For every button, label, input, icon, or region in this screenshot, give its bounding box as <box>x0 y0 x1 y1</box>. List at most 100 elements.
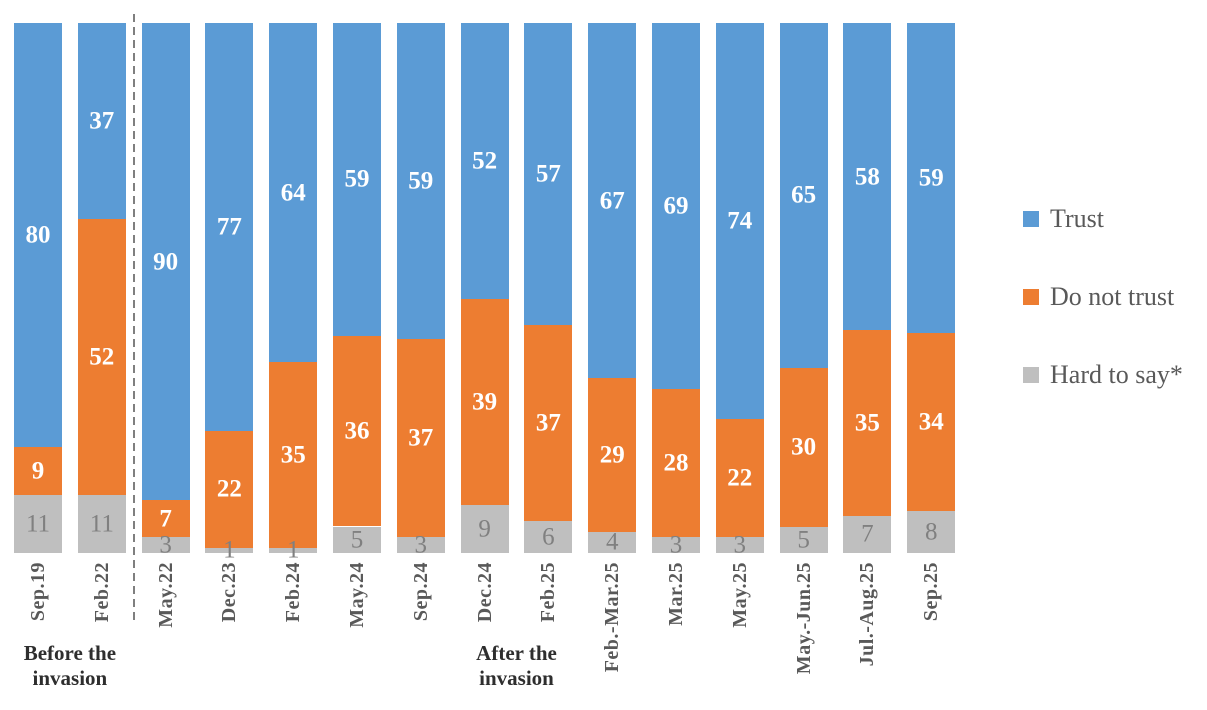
bar-segment <box>14 23 62 447</box>
bar-value-label: 30 <box>791 433 817 461</box>
bar-segment <box>843 515 892 553</box>
bar-value-label: 3 <box>669 531 683 559</box>
bar-value-label: 6 <box>542 523 555 551</box>
legend-swatch-hard-to-say-icon <box>1023 367 1039 383</box>
x-tick-label: May.25 <box>728 562 751 628</box>
bar-segment <box>396 23 445 339</box>
bar-segment <box>205 23 254 432</box>
bar-segment <box>14 494 62 553</box>
bar-value-label: 90 <box>153 248 179 275</box>
group-label: After the invasion <box>476 641 557 691</box>
x-tick-label: May.22 <box>154 562 177 628</box>
bar-value-label: 37 <box>408 424 434 452</box>
bar-value-label: 3 <box>733 531 747 559</box>
legend-swatch-do-not-trust-icon <box>1023 289 1039 305</box>
bar-segment <box>141 537 190 553</box>
x-tick: Jul.-Aug.25 <box>851 562 883 666</box>
bar-segment <box>907 511 956 553</box>
bar-segment <box>715 419 764 537</box>
x-tick-label: May.-Jun.25 <box>792 562 815 675</box>
bar-segment <box>77 494 126 553</box>
bar-segment <box>460 505 509 553</box>
bar-value-label: 57 <box>535 160 561 188</box>
x-tick-label: Feb.-Mar.25 <box>601 562 624 673</box>
x-tick-label: Dec.23 <box>218 562 241 623</box>
bar-value-label: 77 <box>216 213 242 241</box>
bar-value-label: 36 <box>344 417 370 445</box>
bar-segment <box>333 335 381 527</box>
x-tick-label: Jul.-Aug.25 <box>856 562 879 667</box>
bar-value-label: 59 <box>918 164 944 192</box>
bar-segment <box>779 367 828 527</box>
legend-item-do-not-trust: Do not trust <box>1023 281 1183 313</box>
bar-value-label: 8 <box>924 518 938 546</box>
bar-value-label: 34 <box>918 408 944 436</box>
bar-segment <box>843 330 892 516</box>
x-tick: Sep.24 <box>405 562 437 621</box>
bar-value-label: 35 <box>854 409 880 437</box>
group-label-line: Before the <box>23 641 117 665</box>
x-tick: Mar.25 <box>660 562 692 626</box>
bar-value-label: 52 <box>472 147 498 175</box>
bar-segment <box>588 378 637 532</box>
bar-value-label: 29 <box>599 441 625 469</box>
bar-segment <box>524 521 573 553</box>
bar-segment <box>588 23 637 379</box>
bar-segment <box>779 23 828 368</box>
bar-segment <box>652 23 700 389</box>
bar-segment <box>396 536 445 553</box>
bar-value-label: 58 <box>854 163 880 191</box>
bar-segment <box>843 23 892 331</box>
bar-value-label: 59 <box>408 167 434 195</box>
bar-segment <box>460 23 509 299</box>
bar-value-label: 37 <box>89 107 115 135</box>
x-tick-label: Sep.19 <box>27 562 49 622</box>
bar-value-label: 22 <box>727 464 753 492</box>
bar-segment <box>715 536 764 553</box>
group-label: Before the invasion <box>24 641 116 691</box>
bar-segment <box>524 23 573 326</box>
bar-segment <box>460 298 509 506</box>
x-tick-label: Feb.25 <box>537 562 560 623</box>
bar-segment <box>333 526 381 553</box>
group-label-line: invasion <box>479 666 554 690</box>
legend: Trust Do not trust Hard to say* <box>1023 203 1183 391</box>
group-label-line: After the <box>476 641 557 665</box>
x-tick-label: Sep.25 <box>920 562 943 622</box>
bar-value-label: 59 <box>344 165 370 193</box>
legend-label-hard-to-say: Hard to say* <box>1050 360 1183 389</box>
x-tick-label: Sep.24 <box>409 562 432 622</box>
x-tick: Feb.24 <box>277 562 309 622</box>
legend-item-hard-to-say: Hard to say* <box>1023 359 1183 391</box>
legend-label-trust: Trust <box>1050 204 1104 233</box>
x-tick-label: Mar.25 <box>665 562 687 626</box>
bar-value-label: 39 <box>472 388 498 416</box>
bar-value-label: 67 <box>599 187 625 215</box>
legend-item-trust: Trust <box>1023 203 1183 235</box>
bar-value-label: 5 <box>797 526 810 554</box>
x-tick-label: May.24 <box>346 562 368 628</box>
bar-segment <box>715 23 764 420</box>
x-tick-label: Dec.24 <box>473 562 496 623</box>
x-tick: Dec.23 <box>213 562 245 622</box>
bar-segment <box>205 431 254 548</box>
bar-segment <box>588 531 637 553</box>
x-tick: May.-Jun.25 <box>788 562 820 674</box>
x-tick-label: Feb.24 <box>282 562 305 623</box>
bar-segment <box>269 547 318 553</box>
x-tick: May.24 <box>341 562 373 628</box>
bar-segment <box>907 332 956 511</box>
bar-value-label: 5 <box>350 526 364 554</box>
legend-label-do-not-trust: Do not trust <box>1050 282 1175 311</box>
bar-value-label: 28 <box>663 449 689 477</box>
x-tick: Dec.24 <box>469 562 501 622</box>
bar-value-label: 52 <box>89 343 115 371</box>
bar-segment <box>77 219 126 495</box>
bar-value-label: 65 <box>791 181 817 209</box>
bar-value-label: 11 <box>89 510 114 538</box>
bar-segment <box>269 362 318 548</box>
x-tick: Sep.19 <box>22 562 54 621</box>
bar-value-label: 4 <box>605 528 619 556</box>
bar-value-label: 80 <box>25 221 51 249</box>
bar-value-label: 1 <box>223 536 236 564</box>
